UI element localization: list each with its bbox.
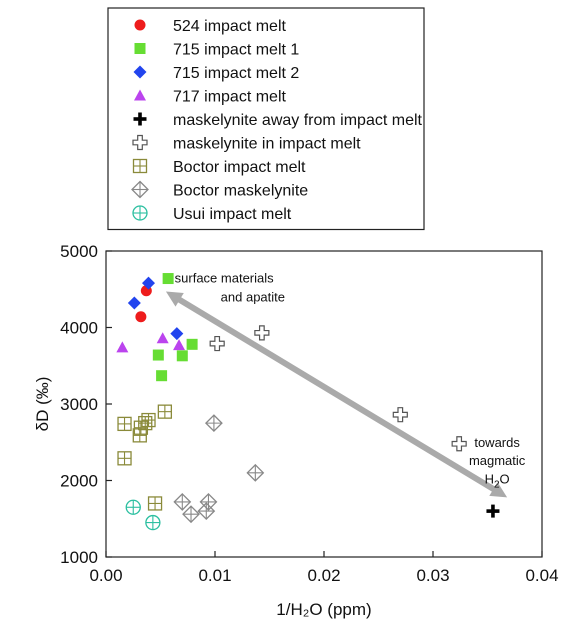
data-point	[247, 465, 263, 481]
data-point	[255, 326, 269, 340]
legend-marker	[133, 206, 147, 220]
data-points	[116, 273, 499, 530]
marker-square	[135, 43, 146, 54]
data-point	[187, 339, 198, 350]
data-point	[116, 341, 128, 352]
arrow-shaft	[177, 298, 496, 491]
data-point	[206, 415, 222, 431]
data-point	[200, 494, 216, 510]
data-point	[133, 429, 146, 442]
y-axis: 1000 2000 3000 4000 5000	[60, 242, 112, 567]
marker-open-plus	[452, 437, 466, 451]
legend-label: maskelynite in impact melt	[173, 136, 361, 153]
marker-triangle	[173, 339, 185, 350]
data-point	[210, 337, 224, 351]
x-axis: 0.00 0.01 0.02 0.03 0.04	[89, 551, 558, 585]
data-point	[126, 500, 140, 514]
y-tick-label: 1000	[60, 548, 98, 567]
annotation-suffix: O	[500, 472, 510, 487]
marker-open-plus	[255, 326, 269, 340]
trend-arrow	[166, 292, 507, 498]
annotation-line: towards	[474, 435, 520, 450]
marker-circle	[135, 20, 146, 31]
y-tick-label: 3000	[60, 395, 98, 414]
data-point	[198, 503, 214, 519]
data-point	[149, 497, 162, 510]
data-point	[153, 350, 164, 361]
legend-label: Boctor impact melt	[173, 159, 306, 176]
marker-triangle	[116, 341, 128, 352]
annotations: surface materials and apatite towards magma…	[175, 271, 526, 491]
x-tick-label: 0.00	[89, 566, 122, 585]
annotation-h: H	[485, 472, 494, 487]
data-point	[118, 417, 131, 430]
x-tick-label: 0.04	[525, 566, 558, 585]
data-point	[452, 437, 466, 451]
legend-label: maskelynite away from impact melt	[173, 112, 423, 129]
x-tick-label: 0.01	[198, 566, 231, 585]
data-point	[177, 350, 188, 361]
legend-marker	[135, 20, 146, 31]
data-point	[393, 408, 407, 422]
annotation-line: magmatic	[469, 453, 526, 468]
marker-plus-v	[491, 505, 495, 518]
y-tick-label: 4000	[60, 319, 98, 338]
data-point	[157, 332, 169, 343]
data-point	[174, 494, 190, 510]
data-point	[156, 370, 167, 381]
data-point	[486, 505, 499, 518]
x-tick-label: 0.03	[416, 566, 449, 585]
x-tick-label: 0.02	[307, 566, 340, 585]
marker-diamond	[128, 297, 141, 310]
data-point	[183, 506, 199, 522]
annotation-line: surface materials	[175, 271, 274, 286]
marker-square	[156, 370, 167, 381]
legend-label: 715 impact melt 1	[173, 42, 299, 59]
marker-square	[187, 339, 198, 350]
data-point	[146, 516, 160, 530]
marker-circle	[135, 311, 146, 322]
x-axis-title: 1/H₂O (ppm)	[276, 600, 371, 619]
data-point	[142, 414, 155, 427]
marker-open-plus	[210, 337, 224, 351]
legend-label: Usui impact melt	[173, 206, 292, 223]
legend-label: Boctor maskelynite	[173, 183, 308, 200]
marker-diamond	[170, 327, 183, 340]
data-point	[170, 327, 183, 340]
legend-label: 717 impact melt	[173, 89, 286, 106]
legend: 524 impact melt 715 impact melt 1 715 impa…	[108, 8, 424, 230]
data-point	[135, 311, 146, 322]
marker-plus-v	[138, 113, 142, 126]
y-tick-label: 5000	[60, 242, 98, 261]
data-point	[128, 297, 141, 310]
data-point	[163, 273, 174, 284]
marker-square	[163, 273, 174, 284]
marker-square	[153, 350, 164, 361]
marker-open-plus	[393, 408, 407, 422]
marker-triangle	[157, 332, 169, 343]
legend-label: 715 impact melt 2	[173, 65, 299, 82]
data-point	[118, 452, 131, 465]
annotation-line: and apatite	[221, 290, 285, 305]
data-point	[173, 339, 185, 350]
y-tick-label: 2000	[60, 472, 98, 491]
data-point	[158, 405, 171, 418]
marker-square	[177, 350, 188, 361]
y-axis-title: δD (‰)	[33, 377, 52, 432]
legend-label: 524 impact melt	[173, 18, 286, 35]
legend-marker	[135, 43, 146, 54]
